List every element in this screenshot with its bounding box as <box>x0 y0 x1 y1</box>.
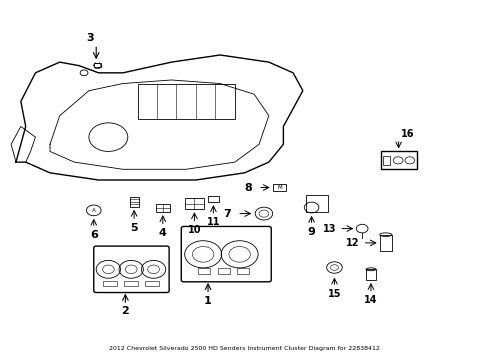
Bar <box>207 196 218 202</box>
Text: M: M <box>277 185 281 190</box>
Bar <box>217 268 229 274</box>
Bar <box>382 156 389 165</box>
Bar <box>129 197 138 207</box>
Text: 2: 2 <box>121 306 129 316</box>
Bar <box>272 184 286 192</box>
Bar <box>124 282 138 287</box>
Text: A: A <box>92 208 96 213</box>
Bar <box>305 195 327 212</box>
Text: 15: 15 <box>327 289 341 298</box>
Text: 11: 11 <box>206 217 220 227</box>
Text: 12: 12 <box>346 238 359 248</box>
Bar <box>185 198 203 209</box>
Bar <box>380 152 416 169</box>
Text: 16: 16 <box>400 129 413 139</box>
Bar <box>366 269 375 280</box>
Bar <box>145 282 159 287</box>
Text: 6: 6 <box>90 230 98 240</box>
Text: 9: 9 <box>307 227 315 237</box>
Text: 1: 1 <box>204 296 211 306</box>
Text: 7: 7 <box>223 208 231 219</box>
Text: 3: 3 <box>86 33 94 43</box>
Bar <box>156 204 169 212</box>
Text: 8: 8 <box>244 183 252 193</box>
Bar <box>103 282 117 287</box>
Text: 5: 5 <box>130 222 138 233</box>
Text: 14: 14 <box>364 295 377 305</box>
Text: 4: 4 <box>159 228 166 238</box>
Bar <box>237 268 249 274</box>
Text: 13: 13 <box>322 224 336 234</box>
Text: 2012 Chevrolet Silverado 2500 HD Senders Instrument Cluster Diagram for 22838412: 2012 Chevrolet Silverado 2500 HD Senders… <box>109 346 379 351</box>
Bar <box>198 268 210 274</box>
Bar <box>379 235 391 251</box>
Text: 10: 10 <box>187 225 201 235</box>
